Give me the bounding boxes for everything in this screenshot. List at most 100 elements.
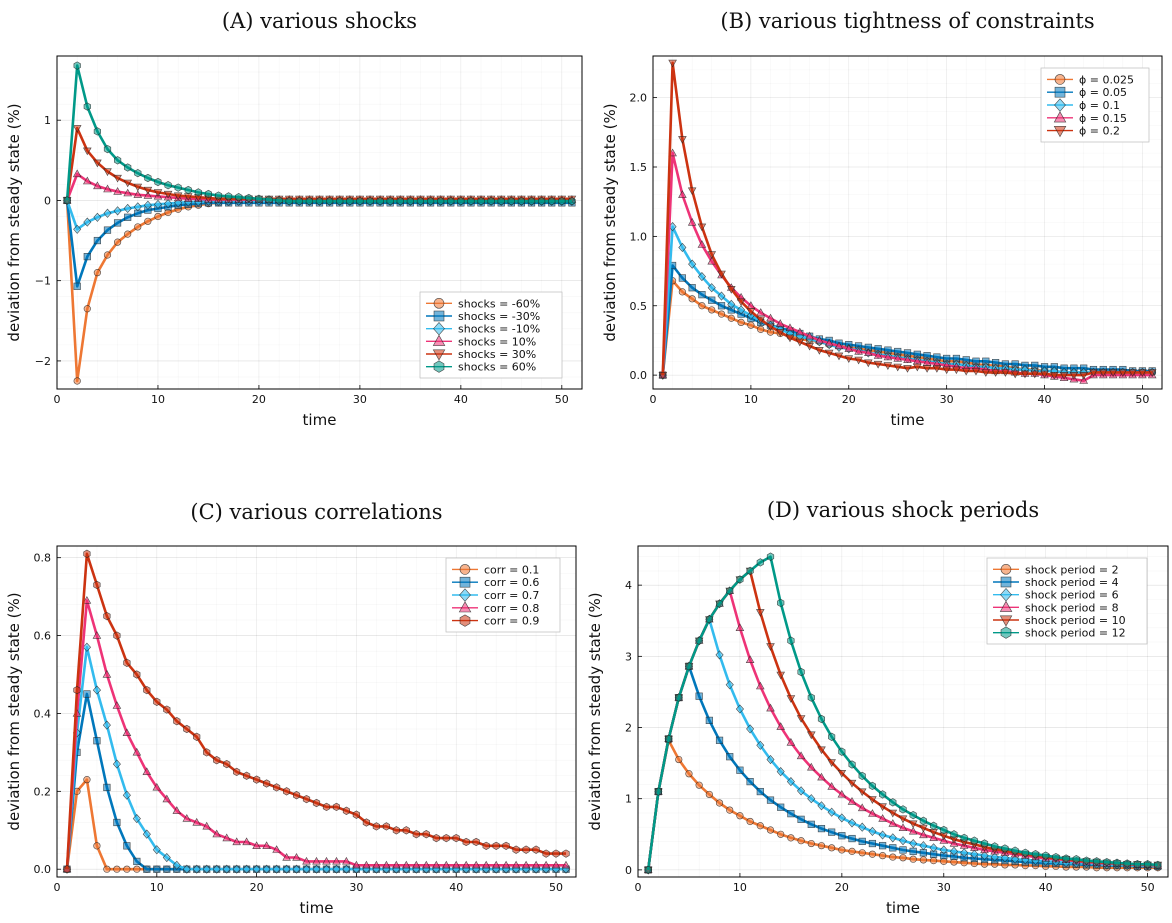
data-point [868,839,877,848]
data-point [806,731,816,740]
legend-marker [433,310,445,322]
data-point [644,865,652,875]
data-point [912,363,922,372]
data-point [262,841,271,850]
y-axis-label: deviation from steady state (%) [586,592,604,830]
data-point [685,662,693,671]
data-point [893,363,903,372]
data-point [868,796,877,805]
data-point [133,670,141,679]
data-point [828,828,836,836]
legend-marker [999,615,1013,627]
data-point [164,181,172,190]
data-point [451,860,461,869]
data-point [834,352,844,361]
data-point [416,197,425,206]
data-point [93,737,101,745]
legend-entry: shocks = 60% [426,360,536,374]
data-point [991,369,1000,377]
data-point [461,860,471,869]
data-point [123,865,131,873]
data-point [847,796,857,805]
data-point [1042,851,1050,860]
data-point [477,197,485,206]
data-point [766,643,775,651]
data-point [834,341,844,350]
data-point [568,197,576,206]
data-point [873,360,883,369]
legend-label: ϕ = 0.1 [1079,99,1120,112]
legend-entry: corr = 0.8 [452,601,539,615]
data-point [879,852,887,860]
y-tick-label: 0.5 [630,300,648,313]
data-point [282,852,291,861]
data-point [775,328,785,337]
data-point [83,217,92,227]
legend-label: shocks = 10% [458,335,536,348]
data-point [756,316,766,325]
legend-marker [459,564,471,575]
chart-panel-1: 0 10 20 30 40 50 −2 −1 0 1 (A) various shocks time d… [5,9,583,429]
x-tick-label: 0 [650,393,657,406]
data-point [796,751,806,760]
data-point [757,325,765,333]
data-point [502,841,510,850]
data-point [909,855,917,863]
data-point [73,685,81,695]
data-point [1144,860,1152,869]
data-point [929,833,938,842]
data-point [735,704,745,714]
legend-label: corr = 0.1 [484,563,539,576]
data-point [292,852,301,861]
data-point [717,302,726,310]
data-point [325,197,334,206]
data-point [421,860,431,869]
data-point [1062,854,1070,863]
data-point [272,783,281,792]
data-point [971,367,981,376]
data-point [864,348,873,357]
data-point [144,173,152,183]
data-point [949,846,958,856]
data-point [787,810,795,818]
data-point [154,177,162,187]
data-point [817,824,826,833]
data-point [807,820,815,828]
legend-label: shocks = 60% [458,361,536,374]
data-point [332,864,341,874]
data-point [776,767,785,777]
data-point [272,864,281,874]
data-point [1052,852,1060,862]
data-point [807,794,816,804]
data-point [805,342,814,351]
data-point [305,197,314,206]
data-point [93,212,102,222]
data-point [766,552,775,561]
data-point [879,842,887,850]
plot-frame [56,55,583,390]
legend-label: ϕ = 0.15 [1079,112,1127,125]
data-point [708,296,716,304]
data-point [143,685,151,695]
data-point [1128,369,1137,377]
legend-entry: shock period = 2 [993,563,1119,576]
data-point [1020,370,1030,379]
data-point [93,159,102,168]
x-tick-label: 50 [1141,881,1155,894]
y-tick-label: 0.6 [34,630,52,643]
data-point [899,846,907,854]
data-point [93,580,101,590]
data-point [1079,371,1089,380]
data-point [223,759,231,769]
data-point [133,190,143,198]
legend-marker [459,614,471,627]
data-point [346,197,354,206]
data-point [844,344,854,352]
data-point [83,690,91,698]
data-point [837,769,847,778]
series-group [658,59,1157,384]
y-tick-label: −1 [35,275,51,288]
x-tick-label: 40 [1038,393,1052,406]
legend-marker [432,334,446,346]
data-point [82,595,92,604]
